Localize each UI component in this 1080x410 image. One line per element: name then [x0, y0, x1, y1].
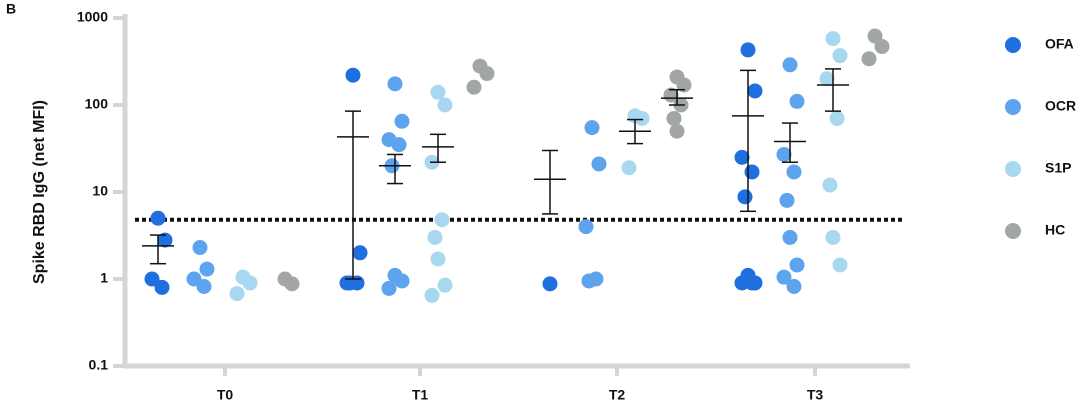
data-point — [747, 83, 763, 99]
data-point — [584, 120, 600, 136]
data-point — [776, 146, 792, 162]
data-point — [669, 123, 685, 139]
data-point — [242, 275, 258, 291]
data-point — [740, 42, 756, 58]
data-point — [744, 164, 760, 180]
y-tick-label: 1 — [100, 270, 108, 286]
data-point — [634, 110, 650, 126]
data-point — [479, 66, 495, 82]
data-point — [391, 137, 407, 153]
data-point — [776, 269, 792, 285]
y-tick-label: 10 — [92, 183, 108, 199]
data-point — [542, 276, 558, 292]
data-point — [284, 276, 300, 292]
data-point — [192, 240, 208, 256]
data-point — [832, 257, 848, 273]
data-point — [381, 280, 397, 296]
data-point — [621, 160, 637, 176]
data-point — [578, 219, 594, 235]
data-point — [822, 177, 838, 193]
legend-marker — [1005, 161, 1021, 177]
data-point — [734, 149, 750, 165]
data-point — [352, 245, 368, 261]
data-point — [789, 93, 805, 109]
legend-label: HC — [1045, 222, 1065, 238]
legend-label: OFA — [1045, 36, 1074, 52]
y-tick-label: 1000 — [77, 9, 108, 25]
data-point — [786, 278, 802, 294]
data-point — [666, 110, 682, 126]
data-point — [829, 110, 845, 126]
legend-marker — [1005, 99, 1021, 115]
data-point — [466, 79, 482, 95]
data-point — [874, 39, 890, 55]
data-point — [430, 84, 446, 100]
data-point — [154, 279, 170, 295]
data-point — [342, 275, 358, 291]
x-tick-label: T3 — [807, 387, 824, 403]
x-tick-label: T0 — [217, 387, 234, 403]
data-point — [424, 287, 440, 303]
data-point — [591, 156, 607, 172]
legend-label: OCR — [1045, 98, 1076, 114]
data-point — [819, 71, 835, 87]
data-point — [782, 57, 798, 73]
data-point — [150, 210, 166, 226]
y-tick-label: 100 — [85, 96, 109, 112]
data-point — [394, 273, 410, 289]
legend-label: S1P — [1045, 160, 1071, 176]
data-point — [786, 164, 802, 180]
data-point — [394, 113, 410, 129]
data-point — [832, 48, 848, 64]
legend-marker — [1005, 37, 1021, 53]
data-point — [229, 286, 245, 302]
x-tick-label: T2 — [609, 387, 626, 403]
data-point — [427, 229, 443, 245]
legend-marker — [1005, 223, 1021, 239]
data-point — [437, 277, 453, 293]
data-point — [744, 275, 760, 291]
data-point — [779, 192, 795, 208]
data-point — [581, 273, 597, 289]
y-tick-label: 0.1 — [89, 357, 109, 373]
data-point — [430, 251, 446, 267]
x-tick-label: T1 — [412, 387, 429, 403]
data-point — [737, 189, 753, 205]
y-axis-label: Spike RBD IgG (net MFI) — [31, 100, 48, 284]
data-point — [157, 232, 173, 248]
data-point — [387, 76, 403, 92]
data-point — [782, 229, 798, 245]
data-point — [199, 261, 215, 277]
data-point — [825, 229, 841, 245]
data-point — [676, 77, 692, 93]
panel-label: B — [6, 1, 16, 17]
data-point — [144, 271, 160, 287]
data-point — [196, 278, 212, 294]
data-point — [825, 31, 841, 47]
data-point — [861, 51, 877, 67]
data-point — [789, 257, 805, 273]
data-point — [345, 67, 361, 83]
data-point — [434, 212, 450, 228]
data-point — [437, 97, 453, 113]
